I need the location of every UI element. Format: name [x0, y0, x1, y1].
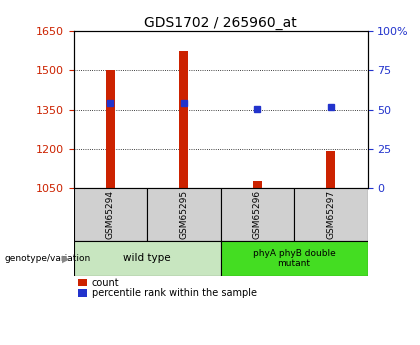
- Bar: [106, 70, 115, 188]
- Text: GSM65297: GSM65297: [326, 190, 335, 239]
- Bar: [74, 241, 220, 276]
- Title: GDS1702 / 265960_at: GDS1702 / 265960_at: [144, 16, 297, 30]
- Text: GSM65295: GSM65295: [179, 190, 188, 239]
- Bar: [253, 181, 262, 188]
- Bar: [147, 188, 220, 241]
- Text: genotype/variation: genotype/variation: [4, 254, 90, 263]
- Text: phyA phyB double
mutant: phyA phyB double mutant: [252, 249, 336, 268]
- Bar: [326, 151, 335, 188]
- Bar: [74, 188, 147, 241]
- Text: ▶: ▶: [62, 254, 69, 263]
- Text: GSM65294: GSM65294: [106, 190, 115, 239]
- Bar: [220, 241, 368, 276]
- Text: count: count: [92, 278, 120, 287]
- Text: GSM65296: GSM65296: [253, 190, 262, 239]
- Bar: [179, 51, 188, 188]
- Bar: [294, 188, 368, 241]
- Bar: [220, 188, 294, 241]
- Text: percentile rank within the sample: percentile rank within the sample: [92, 288, 257, 298]
- Text: wild type: wild type: [123, 254, 171, 263]
